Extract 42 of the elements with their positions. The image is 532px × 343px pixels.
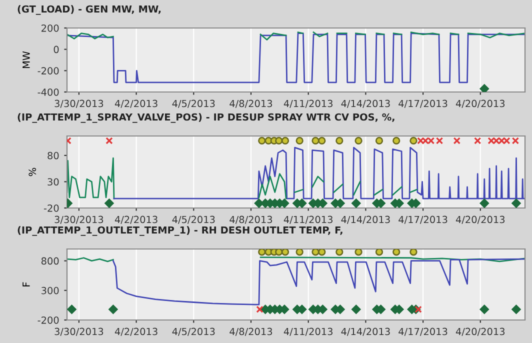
x-tick-label: 4/17/2013 — [398, 100, 448, 108]
x-tick-label: 4/14/2013 — [341, 328, 390, 336]
x-tick-label: 4/17/2013 — [398, 328, 448, 336]
x-tick-label: 4/11/2013 — [284, 216, 332, 224]
y-tick-label: 800 — [41, 257, 59, 265]
x-tick-label: 4/20/2013 — [456, 100, 505, 108]
y-tick-label: 300 — [42, 286, 59, 294]
y-tick-label: 30 — [48, 178, 59, 186]
y-tick-label: -200 — [38, 67, 59, 74]
x-tick-label: 4/20/2013 — [456, 328, 505, 336]
line-series — [67, 32, 525, 84]
x-tick-label: 4/5/2013 — [172, 100, 215, 108]
x-tick-label: 3/30/2013 — [54, 328, 104, 336]
y-axis-title: F — [22, 282, 30, 286]
x-tick-label: 4/14/2013 — [341, 216, 390, 224]
chart-title: (IP_ATTEMP_1_OUTLET_TEMP_1) - RH DESH OUTLET TEMP, F, — [18, 226, 342, 236]
y-axis-title: % — [28, 168, 36, 176]
x-tick-label: 4/8/2013 — [230, 100, 272, 108]
x-tick-label: 4/2/2013 — [114, 216, 158, 224]
x-tick-label: 4/8/2013 — [230, 328, 272, 336]
x-tick-label: 4/2/2013 — [114, 100, 158, 108]
y-tick-label: 0 — [54, 46, 59, 54]
x-tick-label: 4/2/2013 — [114, 328, 158, 336]
x-tick-label: 3/30/2013 — [54, 100, 104, 108]
x-tick-label: 4/5/2013 — [172, 328, 215, 336]
chart-title: (GT_LOAD) - GEN MW, MW, — [18, 5, 161, 15]
x-tick-label: 4/17/2013 — [398, 216, 448, 224]
y-tick-label: 200 — [42, 24, 59, 32]
y-axis-title: MW — [22, 51, 30, 68]
line-series — [112, 258, 525, 306]
y-tick-label: -20 — [44, 204, 59, 212]
x-tick-label: 4/8/2013 — [230, 216, 272, 224]
y-tick-label: -400 — [38, 88, 59, 96]
y-tick-label: 80 — [48, 152, 59, 160]
x-tick-label: 4/20/2013 — [456, 216, 505, 224]
chart-title: (IP_ATTEMP_1_SPRAY_VALVE_POS) - IP DESUP SPRAY WTR CV POS, %, — [18, 113, 394, 123]
x-tick-label: 4/11/2013 — [284, 100, 332, 108]
y-tick-label: -200 — [38, 316, 59, 324]
x-tick-label: 3/30/2013 — [54, 216, 104, 224]
x-tick-label: 4/14/2013 — [341, 100, 390, 108]
x-tick-label: 4/5/2013 — [172, 216, 215, 224]
x-tick-label: 4/11/2013 — [284, 328, 332, 336]
